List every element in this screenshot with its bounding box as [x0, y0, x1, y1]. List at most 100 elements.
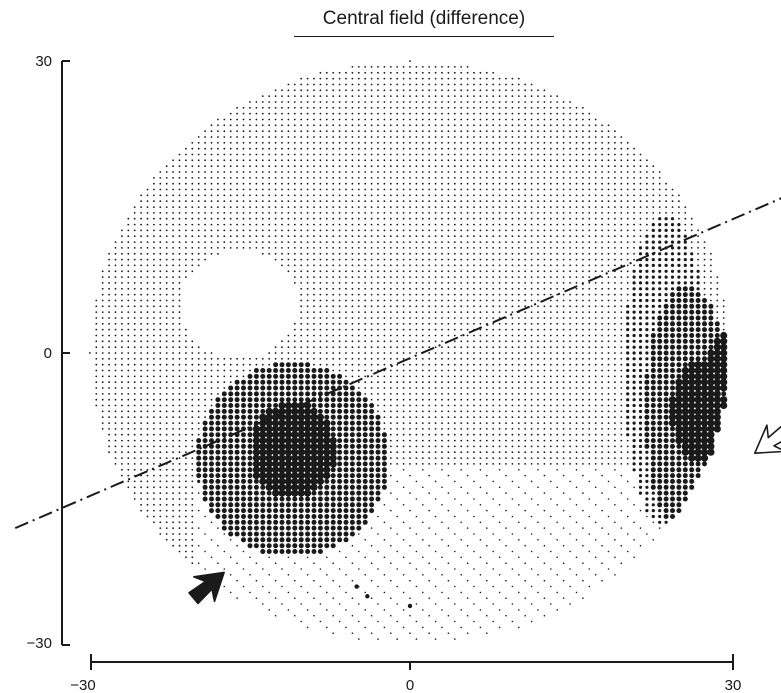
field-dot-1234: [665, 182, 667, 185]
field-dot-4656: [485, 410, 488, 413]
field-dot-2178: [517, 247, 520, 249]
field-dot-3761: [453, 357, 456, 360]
field-dot-4550: [434, 404, 437, 407]
field-dot-1769: [242, 223, 245, 226]
field-dot-532: [421, 130, 424, 133]
field-dot-4200: [95, 387, 98, 389]
field-dot-1130: [511, 177, 514, 179]
field-dot-3020: [676, 303, 682, 309]
field-dot-4167: [517, 381, 520, 384]
field-dot-2305: [159, 258, 162, 261]
field-dot-1748: [678, 217, 680, 220]
field-dot-2072: [434, 241, 437, 244]
field-dot-4548: [421, 404, 424, 407]
field-dot-1822: [582, 223, 584, 226]
field-dot-4510: [178, 404, 181, 407]
field-dot-1524: [364, 206, 367, 209]
field-dot-1860: [249, 229, 251, 232]
field-dot-4774: [620, 416, 623, 419]
field-dot-3670: [505, 352, 507, 354]
field-dot-4520: [241, 403, 246, 408]
field-dot-1362: [421, 194, 424, 197]
field-dot-93: [351, 83, 354, 86]
field-dot-2842: [569, 293, 571, 296]
field-dot-3833: [279, 362, 285, 368]
field-dot-2247: [396, 252, 399, 255]
field-dot-3755: [415, 357, 418, 360]
field-dot-4224: [247, 385, 253, 391]
field-dot-4938: [428, 428, 431, 430]
field-dot-1544: [492, 206, 495, 209]
field-dot-2377: [683, 258, 687, 262]
field-dot-193: [441, 95, 443, 97]
field-dot-4290: [670, 385, 675, 391]
field-dot-639: [249, 141, 251, 144]
field-dot-3074: [505, 311, 507, 313]
field-dot-1353: [364, 194, 367, 197]
field-dot-1456: [479, 200, 482, 203]
field-dot-708: [242, 147, 245, 150]
field-dot-84: [293, 83, 296, 86]
field-dot-3469: [370, 340, 373, 343]
field-dot-3783: [594, 357, 597, 360]
field-dot-1281: [441, 188, 443, 191]
field-dot-698: [626, 141, 629, 144]
field-dot-2493: [370, 270, 373, 273]
field-dot-1285: [466, 188, 469, 191]
field-dot-4325: [260, 391, 266, 397]
field-dot-1316: [665, 188, 667, 191]
field-dot-4965: [601, 428, 603, 430]
field-dot-3954: [421, 369, 424, 372]
field-dot-3722: [204, 357, 207, 360]
field-dot-758: [562, 147, 565, 150]
field-dot-2946: [722, 299, 725, 302]
field-dot-3480: [441, 340, 443, 343]
field-dot-1035: [415, 171, 418, 173]
field-dot-3369: [185, 334, 187, 337]
field-dot-1823: [588, 223, 591, 226]
field-dot-4440: [362, 397, 368, 403]
field-dot-2416: [402, 264, 405, 267]
field-dot-2728: [345, 287, 347, 290]
field-dot-3926: [242, 369, 245, 372]
field-dot-1149: [633, 177, 635, 179]
field-dot-4868: [601, 422, 603, 424]
field-dot-1956: [281, 235, 283, 238]
field-dot-226: [338, 101, 341, 103]
field-dot-494: [588, 124, 591, 127]
field-dot-3714: [153, 357, 155, 360]
field-dot-1896: [479, 229, 482, 232]
field-dot-4683: [657, 408, 663, 414]
field-dot-3700: [695, 350, 701, 356]
field-dot-1609: [351, 212, 354, 214]
field-dot-3765: [479, 357, 482, 360]
field-dot-3596: [620, 346, 623, 349]
field-dot-3243: [543, 322, 546, 325]
field-dot-673: [466, 141, 469, 144]
field-dot-270: [281, 106, 283, 109]
field-dot-458: [357, 124, 360, 127]
field-dot-4809: [221, 420, 227, 426]
field-dot-1268: [357, 188, 360, 191]
field-dot-4421: [241, 397, 246, 403]
field-dot-2477: [178, 270, 181, 273]
field-dot-473: [453, 124, 456, 127]
field-dot-3984: [614, 369, 616, 372]
field-dot-1725: [530, 217, 533, 220]
field-dot-4516: [215, 403, 221, 408]
field-dot-1721: [505, 217, 507, 220]
field-dot-546: [511, 130, 514, 133]
field-dot-2045: [261, 241, 264, 244]
field-dot-188: [409, 95, 411, 97]
field-dot-2382: [108, 264, 110, 267]
field-dot-827: [543, 153, 546, 156]
field-dot-1549: [524, 206, 527, 209]
field-dot-2870: [121, 299, 123, 302]
field-dot-3906: [114, 369, 117, 372]
field-dot-2837: [537, 293, 539, 296]
field-dot-3528: [114, 346, 117, 349]
field-dot-3142: [421, 317, 424, 319]
field-dot-2749: [479, 287, 482, 290]
field-dot-1982: [447, 235, 450, 238]
field-dot-1304: [588, 188, 591, 191]
